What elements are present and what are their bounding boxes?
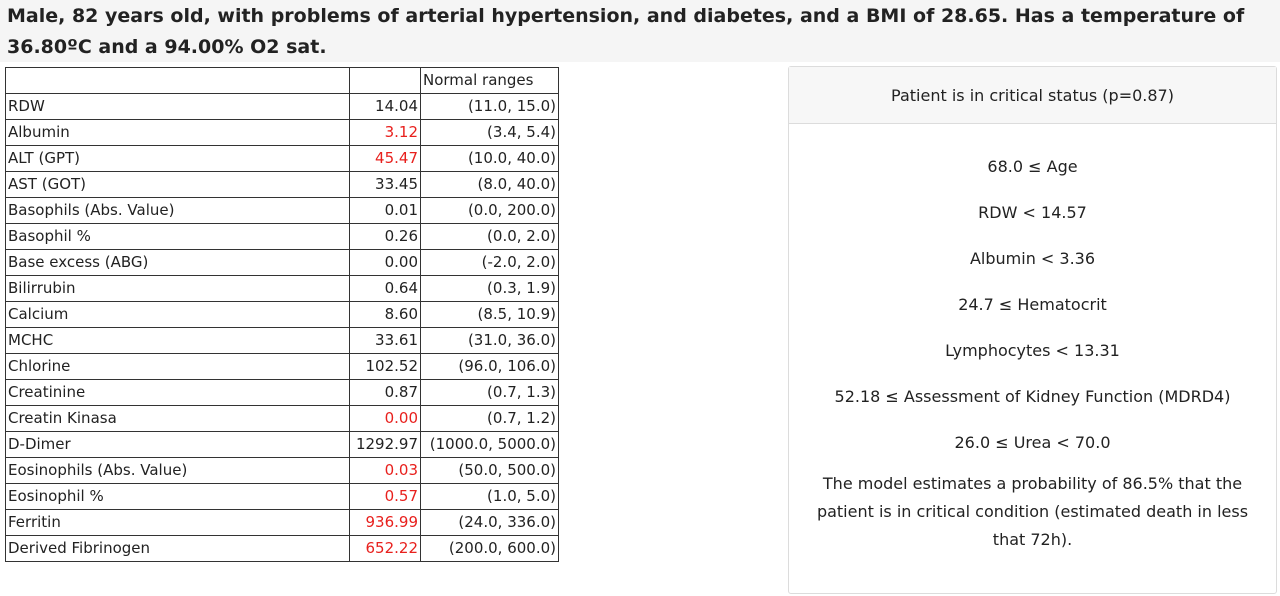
lab-value: 45.47 <box>349 145 421 172</box>
lab-normal-range: (31.0, 36.0) <box>420 327 559 354</box>
lab-name: D-Dimer <box>5 431 350 458</box>
table-header-row: Normal ranges <box>5 67 559 94</box>
lab-name: Basophils (Abs. Value) <box>5 197 350 224</box>
lab-value: 0.87 <box>349 379 421 406</box>
table-row: Derived Fibrinogen 652.22 (200.0, 600.0) <box>5 535 559 562</box>
table-row: D-Dimer 1292.97 (1000.0, 5000.0) <box>5 431 559 458</box>
lab-value: 8.60 <box>349 301 421 328</box>
lab-value: 102.52 <box>349 353 421 380</box>
summary-header: Male, 82 years old, with problems of art… <box>0 0 1280 62</box>
patient-summary: Male, 82 years old, with problems of art… <box>7 5 1245 58</box>
lab-normal-range: (3.4, 5.4) <box>420 119 559 146</box>
rule-item: Albumin < 3.36 <box>969 249 1096 268</box>
prediction-panel: Patient is in critical status (p=0.87) 6… <box>788 66 1277 594</box>
lab-normal-range: (10.0, 40.0) <box>420 145 559 172</box>
rule-item: 52.18 ≤ Assessment of Kidney Function (M… <box>834 387 1231 406</box>
lab-results-table: Normal ranges RDW 14.04 (11.0, 15.0) Albumi… <box>5 67 559 562</box>
table-row: Eosinophils (Abs. Value) 0.03 (50.0, 500.0… <box>5 457 559 484</box>
lab-rows: RDW 14.04 (11.0, 15.0) Albumin 3.12 (3.4, 5.4… <box>5 93 559 562</box>
header-name <box>5 67 350 94</box>
lab-normal-range: (1.0, 5.0) <box>420 483 559 510</box>
table-row: RDW 14.04 (11.0, 15.0) <box>5 93 559 120</box>
lab-value: 936.99 <box>349 509 421 536</box>
lab-value: 0.00 <box>349 249 421 276</box>
panel-conclusion: The model estimates a probability of 86.… <box>816 474 1249 549</box>
lab-value: 0.26 <box>349 223 421 250</box>
lab-name: RDW <box>5 93 350 120</box>
lab-value: 14.04 <box>349 93 421 120</box>
lab-value: 0.01 <box>349 197 421 224</box>
lab-name: Calcium <box>5 301 350 328</box>
lab-normal-range: (-2.0, 2.0) <box>420 249 559 276</box>
lab-value: 652.22 <box>349 535 421 562</box>
table-row: ALT (GPT) 45.47 (10.0, 40.0) <box>5 145 559 172</box>
rule-item: 24.7 ≤ Hematocrit <box>958 295 1107 314</box>
lab-normal-range: (0.3, 1.9) <box>420 275 559 302</box>
lab-value: 1292.97 <box>349 431 421 458</box>
table-row: Basophils (Abs. Value) 0.01 (0.0, 200.0) <box>5 197 559 224</box>
lab-normal-range: (24.0, 336.0) <box>420 509 559 536</box>
table-row: Ferritin 936.99 (24.0, 336.0) <box>5 509 559 536</box>
table-row: Bilirrubin 0.64 (0.3, 1.9) <box>5 275 559 302</box>
lab-name: Creatinine <box>5 379 350 406</box>
header-normal-ranges: Normal ranges <box>420 67 559 94</box>
table-row: Chlorine 102.52 (96.0, 106.0) <box>5 353 559 380</box>
lab-value: 33.45 <box>349 171 421 198</box>
table-row: Basophil % 0.26 (0.0, 2.0) <box>5 223 559 250</box>
lab-normal-range: (0.0, 200.0) <box>420 197 559 224</box>
lab-value: 0.00 <box>349 405 421 432</box>
lab-name: Creatin Kinasa <box>5 405 350 432</box>
lab-name: Albumin <box>5 119 350 146</box>
lab-normal-range: (8.5, 10.9) <box>420 301 559 328</box>
lab-normal-range: (0.0, 2.0) <box>420 223 559 250</box>
table-row: AST (GOT) 33.45 (8.0, 40.0) <box>5 171 559 198</box>
lab-normal-range: (0.7, 1.3) <box>420 379 559 406</box>
lab-name: Bilirrubin <box>5 275 350 302</box>
rule-item: 68.0 ≤ Age <box>987 157 1078 176</box>
lab-name: Chlorine <box>5 353 350 380</box>
lab-value: 3.12 <box>349 119 421 146</box>
lab-name: Base excess (ABG) <box>5 249 350 276</box>
lab-normal-range: (8.0, 40.0) <box>420 171 559 198</box>
table-row: MCHC 33.61 (31.0, 36.0) <box>5 327 559 354</box>
lab-value: 0.03 <box>349 457 421 484</box>
table-row: Creatin Kinasa 0.00 (0.7, 1.2) <box>5 405 559 432</box>
lab-name: Derived Fibrinogen <box>5 535 350 562</box>
table-row: Calcium 8.60 (8.5, 10.9) <box>5 301 559 328</box>
lab-name: Eosinophils (Abs. Value) <box>5 457 350 484</box>
lab-name: Eosinophil % <box>5 483 350 510</box>
lab-name: MCHC <box>5 327 350 354</box>
table-row: Base excess (ABG) 0.00 (-2.0, 2.0) <box>5 249 559 276</box>
lab-value: 0.64 <box>349 275 421 302</box>
panel-title: Patient is in critical status (p=0.87) <box>891 85 1174 105</box>
panel-body: 68.0 ≤ Age RDW < 14.57 Albumin < 3.36 24.7 … <box>789 124 1276 554</box>
header-value <box>349 67 421 94</box>
rule-item: 26.0 ≤ Urea < 70.0 <box>954 433 1111 452</box>
lab-value: 0.57 <box>349 483 421 510</box>
lab-normal-range: (1000.0, 5000.0) <box>420 431 559 458</box>
lab-normal-range: (50.0, 500.0) <box>420 457 559 484</box>
table-row: Albumin 3.12 (3.4, 5.4) <box>5 119 559 146</box>
rules-list: 68.0 ≤ Age RDW < 14.57 Albumin < 3.36 24.7 … <box>789 144 1276 466</box>
rule-item: Lymphocytes < 13.31 <box>945 341 1120 360</box>
lab-normal-range: (96.0, 106.0) <box>420 353 559 380</box>
lab-name: Basophil % <box>5 223 350 250</box>
lab-name: ALT (GPT) <box>5 145 350 172</box>
panel-header: Patient is in critical status (p=0.87) <box>789 67 1276 124</box>
table-row: Eosinophil % 0.57 (1.0, 5.0) <box>5 483 559 510</box>
rule-item: RDW < 14.57 <box>978 203 1087 222</box>
lab-normal-range: (200.0, 600.0) <box>420 535 559 562</box>
lab-name: AST (GOT) <box>5 171 350 198</box>
lab-value: 33.61 <box>349 327 421 354</box>
lab-normal-range: (11.0, 15.0) <box>420 93 559 120</box>
lab-normal-range: (0.7, 1.2) <box>420 405 559 432</box>
table-row: Creatinine 0.87 (0.7, 1.3) <box>5 379 559 406</box>
lab-name: Ferritin <box>5 509 350 536</box>
